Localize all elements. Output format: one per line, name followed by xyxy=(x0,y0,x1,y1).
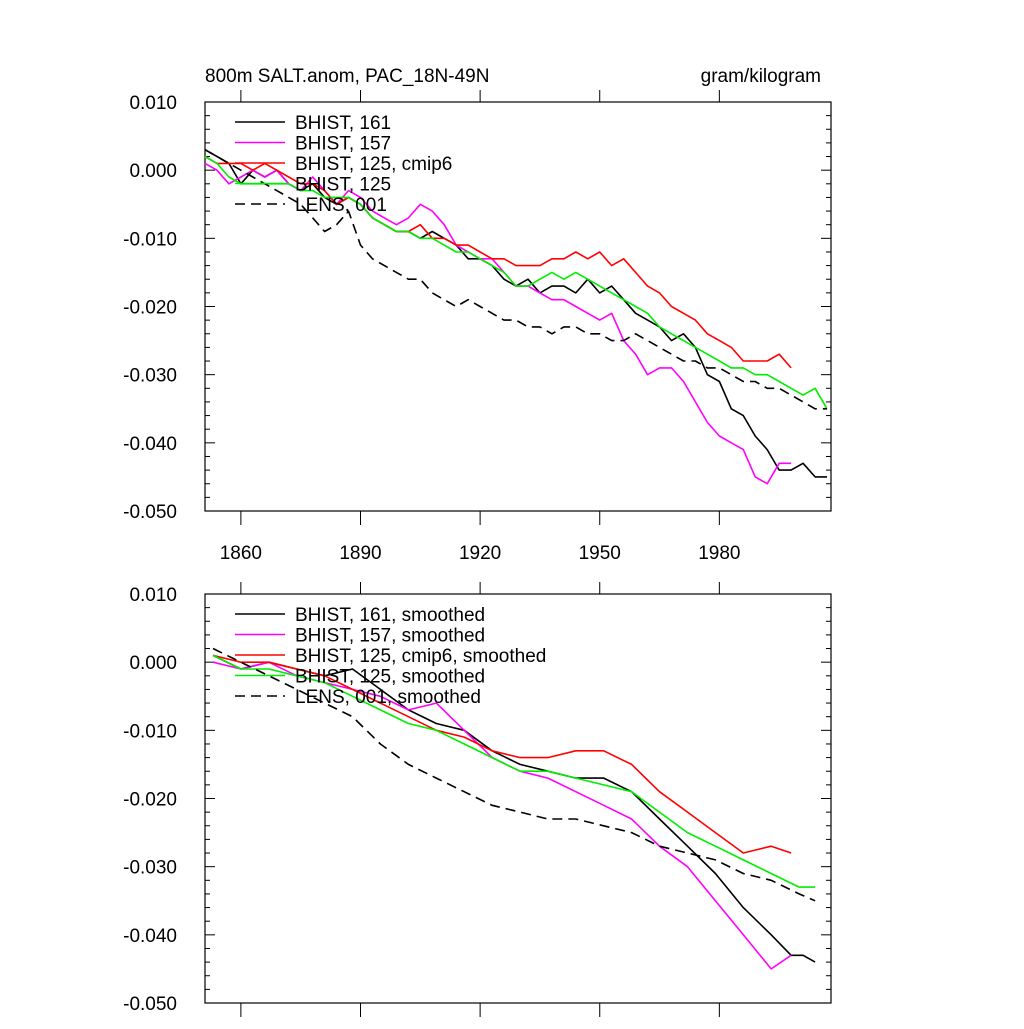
chart-title-right: gram/kilogram xyxy=(701,66,821,87)
y-tick-label: 0.000 xyxy=(129,161,177,182)
panel-1: 0.010 0.000 -0.010 -0.020 -0.030 -0.040 -0.050… xyxy=(123,66,832,564)
y-tick-label: 0.000 xyxy=(129,653,177,674)
legend-label: BHIST, 125, smoothed xyxy=(295,667,485,688)
series-line-5 xyxy=(212,647,816,902)
y-tick-label: -0.040 xyxy=(123,434,177,455)
series-line-5 xyxy=(204,149,827,410)
legend-label: BHIST, 161, smoothed xyxy=(295,605,485,626)
series-line-4 xyxy=(212,654,816,888)
series-line-3 xyxy=(212,654,792,854)
legend-label: BHIST, 125 xyxy=(295,175,391,196)
series-line-4 xyxy=(204,155,828,410)
y-tick-label: 0.010 xyxy=(129,585,177,606)
legend-label: LENS, 001 xyxy=(295,195,387,216)
legend-label: LENS, 001, smoothed xyxy=(295,687,481,708)
legend-label: BHIST, 161 xyxy=(295,113,391,134)
x-tick-label: 1980 xyxy=(698,543,740,564)
legend-label: BHIST, 125, cmip6 xyxy=(295,154,452,175)
y-tick-label: -0.030 xyxy=(123,858,177,879)
y-tick-label: -0.020 xyxy=(123,298,177,319)
series-line-3 xyxy=(204,155,792,369)
x-tick-label: 1920 xyxy=(459,543,501,564)
legend-label: BHIST, 125, cmip6, smoothed xyxy=(295,646,546,667)
y-tick-label: -0.050 xyxy=(123,994,177,1015)
x-tick-label: 1860 xyxy=(220,543,262,564)
y-tick-label: -0.050 xyxy=(123,502,177,523)
chart-title-left: 800m SALT.anom, PAC_18N-49N xyxy=(205,66,489,87)
y-tick-label: -0.010 xyxy=(123,229,177,250)
y-tick-label: -0.030 xyxy=(123,366,177,387)
y-tick-label: -0.020 xyxy=(123,790,177,811)
panel-2: 0.010 0.000 -0.010 -0.020 -0.030 -0.040 -0.050… xyxy=(123,582,832,1017)
legend-label: BHIST, 157 xyxy=(295,134,391,155)
series-line-2 xyxy=(212,661,792,970)
legend-label: BHIST, 157, smoothed xyxy=(295,626,485,647)
x-tick-label: 1950 xyxy=(579,543,621,564)
x-tick-label: 1890 xyxy=(339,543,381,564)
y-tick-label: 0.010 xyxy=(129,93,177,114)
y-tick-label: -0.010 xyxy=(123,721,177,742)
y-tick-label: -0.040 xyxy=(123,926,177,947)
series-line-2 xyxy=(204,162,792,485)
